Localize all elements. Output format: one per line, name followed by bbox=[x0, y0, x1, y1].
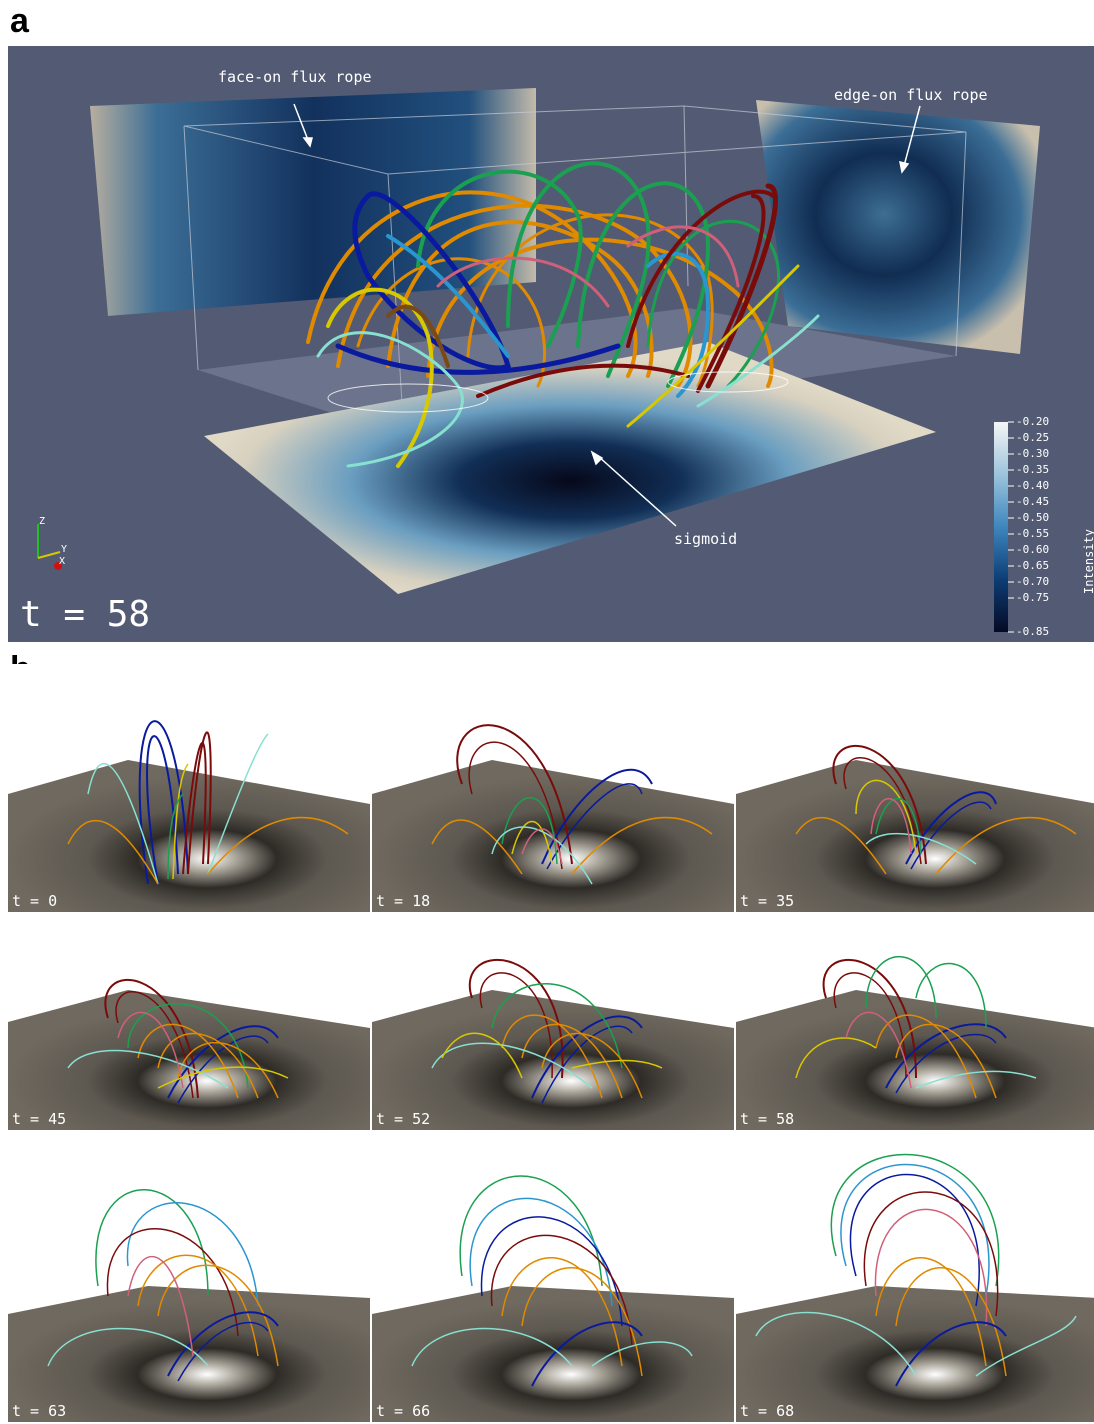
colorbar-tick-10: -0.70 bbox=[1016, 575, 1050, 588]
frame-t66: t = 66 bbox=[372, 1136, 734, 1422]
colorbar-tick-8: -0.60 bbox=[1016, 543, 1050, 556]
frame-t18-scene bbox=[372, 724, 734, 912]
frame-t45-scene bbox=[8, 978, 370, 1130]
frame-t68: t = 68 bbox=[736, 1136, 1094, 1422]
panel-a-label: a bbox=[10, 2, 29, 40]
frame-t18: t = 18 bbox=[372, 664, 734, 912]
frame-t0-label: t = 0 bbox=[12, 892, 58, 910]
panel-a-time: t = 58 bbox=[20, 594, 151, 635]
frame-t68-scene bbox=[736, 1153, 1094, 1422]
face-on-slice bbox=[90, 88, 536, 316]
frame-t52-label: t = 52 bbox=[376, 1110, 431, 1128]
frame-t63-scene bbox=[8, 1189, 370, 1422]
colorbar-tick-1: -0.25 bbox=[1016, 431, 1050, 444]
sigmoid-annotation: sigmoid bbox=[674, 530, 738, 548]
edge-on-annotation: edge-on flux rope bbox=[834, 86, 988, 104]
frame-t35-scene bbox=[736, 744, 1094, 912]
frame-t18-label: t = 18 bbox=[376, 892, 431, 910]
frame-t63: t = 63 bbox=[8, 1136, 370, 1422]
colorbar-tick-4: -0.40 bbox=[1016, 479, 1050, 492]
colorbar-tick-12: -0.85 bbox=[1016, 625, 1050, 638]
frame-t52: t = 52 bbox=[372, 918, 734, 1130]
axes-triad bbox=[37, 524, 62, 570]
panel-a-scene bbox=[37, 88, 1040, 633]
axis-z-label: Z bbox=[39, 516, 46, 527]
frame-t0-scene bbox=[8, 720, 370, 912]
colorbar-tick-0: -0.20 bbox=[1016, 415, 1050, 428]
frame-t58-scene bbox=[736, 956, 1094, 1130]
colorbar-tick-11: -0.75 bbox=[1016, 591, 1050, 604]
frame-t35: t = 35 bbox=[736, 664, 1094, 912]
colorbar-tick-6: -0.50 bbox=[1016, 511, 1050, 524]
frame-t45: t = 45 bbox=[8, 918, 370, 1130]
frame-t68-label: t = 68 bbox=[740, 1402, 795, 1420]
floor-plane bbox=[204, 342, 936, 594]
face-on-annotation: face-on flux rope bbox=[218, 68, 372, 86]
frame-t52-scene bbox=[372, 958, 734, 1130]
box-wireframe bbox=[183, 105, 967, 437]
frame-t45-label: t = 45 bbox=[12, 1110, 67, 1128]
colorbar-title: Intensity bbox=[1082, 528, 1094, 594]
colorbar-tick-7: -0.55 bbox=[1016, 527, 1050, 540]
annotation-arrows bbox=[293, 103, 921, 527]
frame-t63-label: t = 63 bbox=[12, 1402, 67, 1420]
field-lines bbox=[306, 161, 820, 468]
colorbar-tick-2: -0.30 bbox=[1016, 447, 1050, 460]
axis-x-label: X bbox=[59, 556, 66, 567]
frame-t0: t = 0 bbox=[8, 664, 370, 912]
colorbar bbox=[994, 422, 1008, 632]
frame-t58-label: t = 58 bbox=[740, 1110, 795, 1128]
panel-a-render: face-on flux rope edge-on flux rope sigm… bbox=[8, 46, 1094, 642]
frame-t35-label: t = 35 bbox=[740, 892, 795, 910]
edge-on-slice bbox=[756, 100, 1040, 354]
frame-t66-scene bbox=[372, 1175, 734, 1422]
axis-y-label: Y bbox=[61, 544, 68, 555]
colorbar-tick-9: -0.65 bbox=[1016, 559, 1050, 572]
frame-t66-label: t = 66 bbox=[376, 1402, 431, 1420]
colorbar-ticks bbox=[1008, 421, 1014, 633]
frame-t58: t = 58 bbox=[736, 918, 1094, 1130]
colorbar-tick-5: -0.45 bbox=[1016, 495, 1050, 508]
colorbar-tick-3: -0.35 bbox=[1016, 463, 1050, 476]
